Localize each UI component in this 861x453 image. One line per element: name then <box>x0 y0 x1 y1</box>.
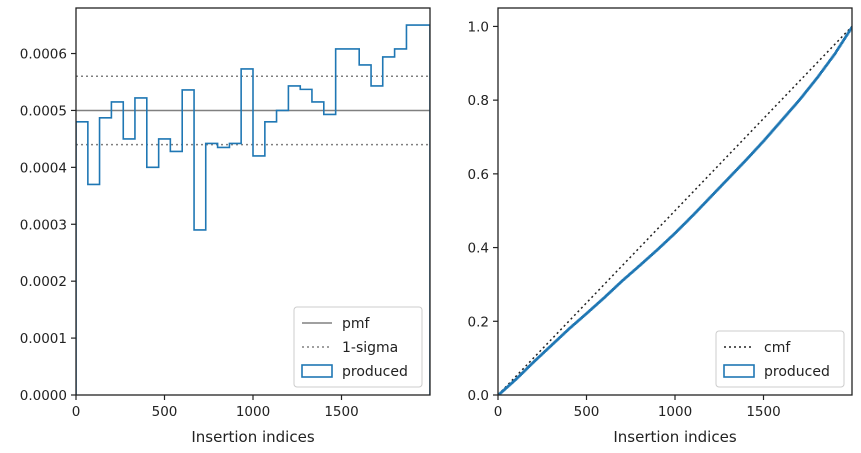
x-tick-label: 0 <box>72 404 81 420</box>
plot-area <box>498 25 852 395</box>
y-tick-label: 0.0000 <box>20 388 67 404</box>
cumulative-produced <box>498 26 852 395</box>
y-tick-label: 0.8 <box>468 93 489 109</box>
y-tick-label: 0.4 <box>468 241 489 257</box>
left-chart-panel: 0.0000 0.0001 0.0002 0.0003 0.0004 0.0005 0.00… <box>20 7 431 446</box>
legend-label: pmf <box>342 316 371 332</box>
legend: pmf 1-sigma produced <box>293 306 423 388</box>
y-tick-label: 0.2 <box>468 314 489 330</box>
x-tick-label: 500 <box>574 404 600 420</box>
histogram-produced <box>76 24 430 395</box>
x-tick-label: 1500 <box>324 404 358 420</box>
x-tick-label: 500 <box>152 404 178 420</box>
x-tick-label: 0 <box>494 404 503 420</box>
legend-swatch <box>723 364 755 378</box>
x-tick-label: 1000 <box>658 404 692 420</box>
x-tick-label: 1000 <box>236 404 270 420</box>
y-tick-label: 0.0 <box>468 388 489 404</box>
y-tick-label: 0.6 <box>468 167 489 183</box>
legend-label: 1-sigma <box>342 340 398 356</box>
plot-area <box>76 24 430 395</box>
plot-frame <box>75 7 431 396</box>
right-chart-panel: 0.0 0.2 0.4 0.6 0.8 1.0 0 500 1000 1500 Insertion … <box>468 7 853 446</box>
plot-frame <box>497 7 853 396</box>
legend-swatch <box>301 364 333 378</box>
legend: cmf produced <box>715 330 845 388</box>
legend-box <box>715 330 845 388</box>
legend-label: produced <box>342 364 408 380</box>
cmf-line <box>498 25 852 395</box>
y-tick-label: 0.0006 <box>20 47 67 63</box>
y-tick-label: 0.0003 <box>20 217 67 233</box>
x-tick-label: 1500 <box>746 404 780 420</box>
y-tick-label: 0.0002 <box>20 274 67 290</box>
y-tick-label: 0.0001 <box>20 331 67 347</box>
legend-label: cmf <box>764 340 791 356</box>
x-axis-label: Insertion indices <box>613 428 736 446</box>
legend-box <box>293 306 423 388</box>
legend-label: produced <box>764 364 830 380</box>
y-tick-label: 0.0005 <box>20 103 67 119</box>
y-tick-label: 1.0 <box>468 19 489 35</box>
y-tick-label: 0.0004 <box>20 160 67 176</box>
x-axis-label: Insertion indices <box>191 428 314 446</box>
